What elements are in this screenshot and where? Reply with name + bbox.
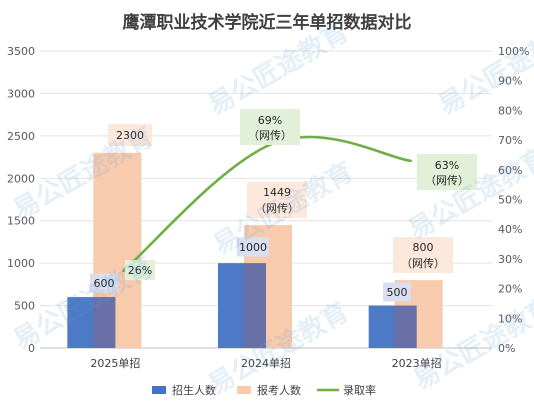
data-label-rate: 63%: [435, 159, 459, 172]
y-right-tick-label: 10%: [498, 312, 522, 325]
data-label-rate-note: （网传）: [248, 129, 292, 142]
data-label-applicants-note: （网传）: [255, 202, 299, 215]
label-enrolled-bg: [237, 237, 269, 257]
y-left-tick-label: 1000: [7, 257, 35, 270]
x-tick-label: 2023单招: [392, 356, 442, 370]
y-left-tick-label: 500: [14, 300, 35, 313]
label-rate-bg: [125, 260, 155, 280]
data-label-applicants: 800: [413, 241, 434, 254]
y-right-tick-label: 90%: [498, 75, 522, 88]
y-left-tick-label: 0: [28, 342, 35, 355]
y-right-tick-label: 20%: [498, 283, 522, 296]
y-right-tick-label: 100%: [498, 45, 529, 58]
legend-label: 招生人数: [172, 383, 216, 397]
data-label-applicants-note: （网传）: [401, 257, 445, 270]
y-right-tick-label: 60%: [498, 164, 522, 177]
y-right-tick-label: 80%: [498, 104, 522, 117]
data-label-enrolled: 600: [94, 277, 115, 290]
legend-label: 报考人数: [257, 383, 301, 397]
legend-swatch-0: [152, 386, 166, 394]
data-label-rate-note: （网传）: [425, 174, 469, 187]
legend-label: 录取率: [343, 383, 376, 397]
chart-title: 鹰潭职业技术学院近三年单招数据对比: [123, 12, 412, 33]
data-label-rate: 69%: [258, 114, 282, 127]
data-labels: 600 1000 500 2300 1449 （网传） 800 （网传） 26% 69% （网传） 6…: [90, 109, 477, 302]
label-rate-bg: [417, 154, 477, 190]
data-label-rate: 26%: [128, 264, 152, 277]
label-enrolled-bg: [90, 273, 118, 293]
label-applicants-bg: [108, 124, 152, 146]
label-applicants-bg: [393, 237, 453, 273]
y-left-tick-label: 1500: [7, 215, 35, 228]
y-axis-right: 0% 10% 20% 30% 40% 50% 60% 70% 80% 90% 100%: [498, 45, 529, 355]
legend-swatch-1: [237, 386, 251, 394]
y-right-tick-label: 40%: [498, 223, 522, 236]
x-axis: 2025单招 2024单招 2023单招: [90, 356, 441, 370]
bars: [67, 152, 443, 348]
y-right-tick-label: 50%: [498, 194, 522, 207]
y-left-tick-label: 3000: [7, 87, 35, 100]
bar-overlap: [93, 297, 116, 348]
bar-overlap: [244, 263, 266, 348]
data-label-applicants: 2300: [116, 129, 144, 142]
legend: 招生人数 报考人数 录取率: [152, 383, 376, 397]
y-right-tick-label: 30%: [498, 253, 522, 266]
data-label-applicants: 1449: [263, 186, 291, 199]
y-left-tick-label: 3500: [7, 45, 35, 58]
label-enrolled-bg: [383, 282, 411, 302]
data-label-enrolled: 1000: [239, 241, 267, 254]
label-rate-bg: [240, 109, 300, 145]
x-tick-label: 2024单招: [241, 356, 291, 370]
y-left-tick-label: 2000: [7, 172, 35, 185]
y-left-tick-label: 2500: [7, 130, 35, 143]
x-tick-label: 2025单招: [90, 356, 140, 370]
data-label-enrolled: 500: [387, 286, 408, 299]
y-right-tick-label: 0%: [498, 342, 515, 355]
label-applicants-bg: [247, 182, 307, 218]
y-right-tick-label: 70%: [498, 134, 522, 147]
y-axis-left: 0 500 1000 1500 2000 2500 3000 3500: [7, 45, 35, 355]
bar-overlap: [394, 305, 417, 348]
